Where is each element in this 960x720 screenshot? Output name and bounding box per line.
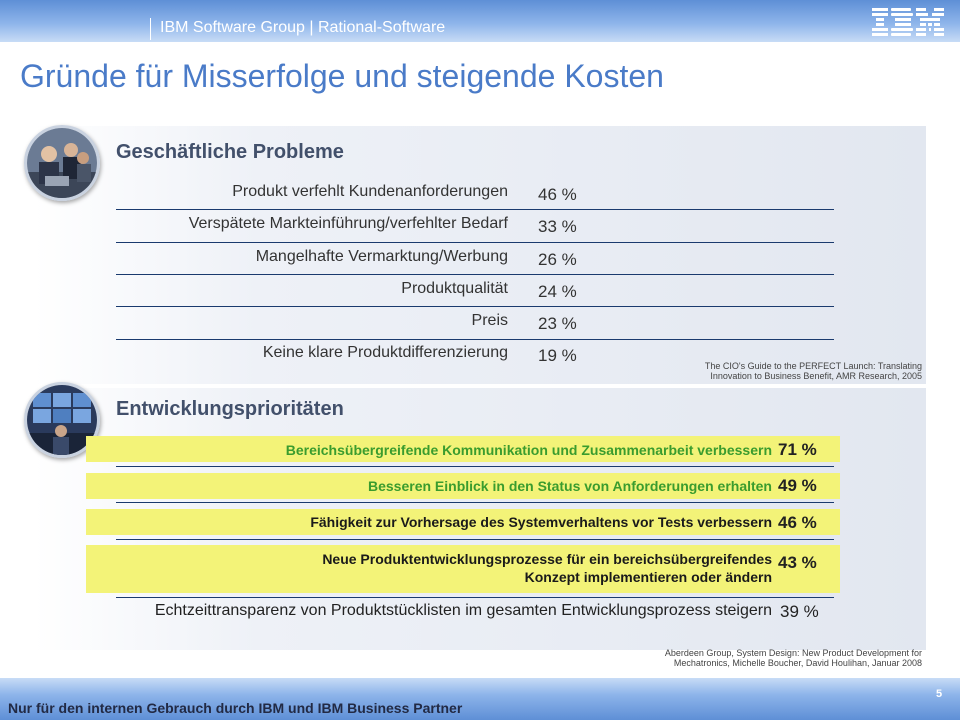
ibm-logo bbox=[872, 8, 944, 36]
header-band bbox=[0, 0, 960, 42]
row-divider bbox=[116, 242, 834, 243]
priority-value: 71 % bbox=[778, 440, 817, 459]
row-divider bbox=[116, 502, 834, 503]
priority-label-line: Neue Produktentwicklungsprozesse für ein… bbox=[322, 551, 772, 567]
footer-band bbox=[0, 678, 960, 720]
problem-value: 24 % bbox=[538, 282, 577, 301]
priority-value: 49 % bbox=[778, 476, 817, 495]
priority-value: 39 % bbox=[780, 602, 819, 621]
row-divider bbox=[116, 209, 834, 210]
row-divider bbox=[116, 539, 834, 540]
problem-label: Preis bbox=[471, 312, 508, 329]
row-divider bbox=[116, 306, 834, 307]
source-citation: Aberdeen Group, System Design: New Produ… bbox=[602, 648, 922, 668]
priority-value: 46 % bbox=[778, 513, 817, 532]
problem-value: 33 % bbox=[538, 217, 577, 236]
footer-text: Nur für den internen Gebrauch durch IBM … bbox=[8, 700, 463, 716]
problem-label: Keine klare Produktdifferenzierung bbox=[262, 344, 508, 361]
problem-label: Verspätete Markteinführung/verfehlter Be… bbox=[188, 215, 508, 232]
business-problems-heading: Geschäftliche Probleme bbox=[116, 141, 344, 163]
source-citation: The CIO's Guide to the PERFECT Launch: T… bbox=[622, 361, 922, 381]
problem-value: 26 % bbox=[538, 250, 577, 269]
priority-label: Besseren Einblick in den Status von Anfo… bbox=[367, 478, 772, 494]
development-priorities-heading: Entwicklungsprioritäten bbox=[116, 398, 344, 420]
source-line: Mechatronics, Michelle Boucher, David Ho… bbox=[673, 658, 922, 668]
page-number: 5 bbox=[936, 688, 943, 700]
highlight-band bbox=[86, 436, 840, 462]
highlight-band bbox=[86, 509, 840, 535]
priority-value: 43 % bbox=[778, 553, 817, 572]
priority-label: Fähigkeit zur Vorhersage des Systemverha… bbox=[310, 514, 772, 530]
priority-label: Echtzeittransparenz von Produktstücklist… bbox=[154, 602, 772, 619]
row-divider bbox=[116, 597, 834, 598]
problem-value: 23 % bbox=[538, 314, 577, 333]
header-group-title: IBM Software Group | Rational-Software bbox=[160, 19, 446, 36]
problem-label: Mangelhafte Vermarktung/Werbung bbox=[255, 248, 508, 265]
problem-value: 46 % bbox=[538, 185, 577, 204]
problem-label: Produkt verfehlt Kundenanforderungen bbox=[232, 183, 508, 200]
row-divider bbox=[116, 466, 834, 467]
business-people-photo-icon bbox=[24, 125, 100, 201]
problem-value: 19 % bbox=[538, 346, 577, 365]
highlight-band bbox=[86, 545, 840, 593]
source-line: Innovation to Business Benefit, AMR Rese… bbox=[710, 371, 922, 381]
row-divider bbox=[116, 339, 834, 340]
problem-label: Produktqualität bbox=[401, 280, 508, 297]
header-separator bbox=[150, 18, 151, 40]
source-line: The CIO's Guide to the PERFECT Launch: T… bbox=[704, 361, 922, 371]
priority-label-line: Konzept implementieren oder ändern bbox=[524, 569, 772, 585]
business-problems-panel bbox=[34, 126, 926, 384]
control-room-photo-icon bbox=[24, 382, 100, 458]
priority-label: Neue Produktentwicklungsprozesse für ein… bbox=[322, 550, 772, 586]
highlight-band bbox=[86, 473, 840, 499]
row-divider bbox=[116, 274, 834, 275]
priority-label: Bereichsübergreifende Kommunikation und … bbox=[285, 442, 772, 458]
page-title: Gründe für Misserfolge und steigende Kos… bbox=[20, 58, 664, 94]
source-line: Aberdeen Group, System Design: New Produ… bbox=[664, 648, 922, 658]
